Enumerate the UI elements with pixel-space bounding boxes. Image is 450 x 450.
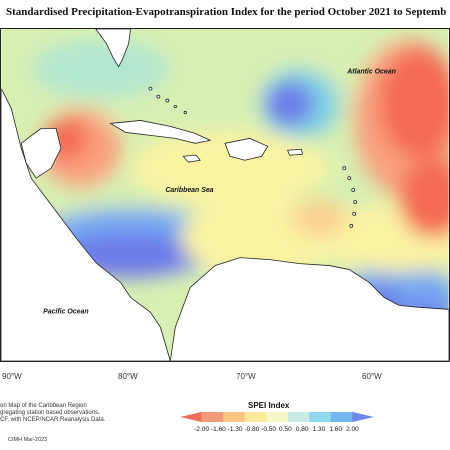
- atlantic-ocean-label: Atlantic Ocean: [346, 69, 396, 76]
- legend-swatch: [352, 412, 374, 422]
- legend-tick-label: 1.60: [329, 426, 342, 433]
- footnote-line-1: on Map of the Caribbean Region: [0, 403, 87, 409]
- hispaniola-landmass: [224, 137, 269, 161]
- legend-tick-label: -1.30: [227, 426, 243, 433]
- legend-swatch: [180, 412, 202, 422]
- spei-field: [1, 29, 449, 343]
- map-title: Standardised Precipitation-Evapotranspir…: [6, 6, 446, 18]
- legend-swatch: [201, 412, 224, 422]
- legend-tick-label: 2.00: [346, 426, 359, 433]
- south-america-landmass: [169, 257, 449, 361]
- extreme-wet-atlantic: [265, 81, 314, 126]
- lon-label-60w: 60°W: [362, 372, 382, 381]
- lesser-antilles: [342, 166, 358, 228]
- legend-tick-label: -0.80: [244, 426, 260, 433]
- legend-swatch: [309, 412, 332, 422]
- pacific-ocean-label: Pacific Ocean: [43, 308, 89, 315]
- legend-swatch: [287, 412, 310, 422]
- strong-dry-atlantic-east: [379, 48, 449, 159]
- footnote-line-3: CF, with NCEP/NCAR Reanalysis Data.: [0, 417, 106, 423]
- legend-ticks: -2.00 -1.60 -1.30 -0.80 -0.50 0.50 0.80 1.30 1.6…: [176, 426, 376, 436]
- caribbean-sea-label: Caribbean Sea: [165, 187, 213, 194]
- jamaica-landmass: [182, 154, 201, 163]
- legend-tick-label: -1.60: [210, 426, 226, 433]
- puerto-rico-landmass: [287, 148, 304, 156]
- map-frame: Atlantic Ocean Caribbean Sea Pacific Oce…: [0, 28, 450, 362]
- spei-map: Atlantic Ocean Caribbean Sea Pacific Oce…: [1, 29, 449, 361]
- credit-text: CIMH Mar-2023: [8, 437, 48, 443]
- bahamas-islands: [148, 86, 187, 115]
- legend-swatch: [330, 412, 353, 422]
- legend-tick-label: 0.50: [279, 426, 292, 433]
- dry-zone-venezuela-coast: [291, 199, 348, 236]
- land-masses: [1, 29, 449, 361]
- legend-title: SPEI Index: [248, 401, 290, 410]
- legend-tick-label: -0.50: [261, 426, 277, 433]
- lon-label-90w: 90°W: [2, 372, 22, 381]
- legend-swatch: [244, 412, 267, 422]
- footnote-line-2: gregating station based observations,: [0, 410, 100, 416]
- legend-color-bar: [180, 412, 374, 422]
- strong-dry-lesser-antilles-east: [398, 158, 449, 238]
- mexico-central-america-landmass: [1, 88, 171, 361]
- lon-label-80w: 80°W: [118, 372, 138, 381]
- legend-tick-label: -2.00: [194, 426, 209, 433]
- cuba-landmass: [109, 120, 212, 144]
- lon-label-70w: 70°W: [236, 372, 256, 381]
- legend-swatch: [266, 412, 289, 422]
- map-footnote: on Map of the Caribbean Region gregating…: [0, 403, 110, 424]
- yucatan-landmass: [20, 128, 62, 179]
- slight-dry-zone-central: [130, 130, 330, 206]
- wet-zone-gulf: [31, 38, 171, 99]
- legend-tick-label: 1.30: [312, 426, 326, 433]
- legend-tick-label: 0.80: [295, 426, 309, 433]
- legend-swatch: [223, 412, 246, 422]
- florida-landmass: [95, 29, 131, 68]
